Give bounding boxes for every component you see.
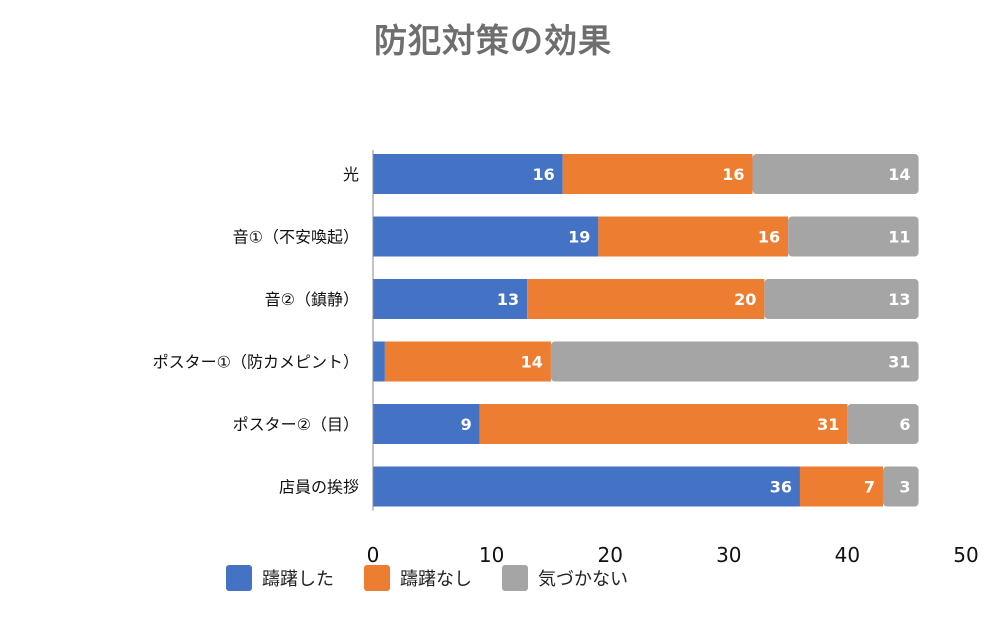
legend-swatch bbox=[226, 565, 252, 591]
data-label: 9 bbox=[461, 415, 472, 434]
legend-item-unnoticed: 気づかない bbox=[502, 565, 628, 591]
bar-segment bbox=[799, 466, 883, 507]
category-label: ポスター②（目） bbox=[233, 415, 359, 434]
data-label: 11 bbox=[888, 228, 910, 247]
category-label: 音②（鎮静） bbox=[265, 290, 359, 309]
category-label: 音①（不安喚起） bbox=[233, 228, 359, 247]
bar-segment bbox=[847, 404, 919, 444]
bar-segment bbox=[373, 341, 385, 382]
data-label: 19 bbox=[568, 228, 590, 247]
legend: 躊躇した 躊躇なし 気づかない bbox=[226, 562, 658, 594]
legend-label: 躊躇した bbox=[262, 569, 334, 590]
bar-segment bbox=[479, 404, 848, 444]
bar-segment bbox=[550, 341, 919, 382]
bar-segment bbox=[373, 404, 480, 444]
x-tick-label: 10 bbox=[479, 543, 504, 567]
data-label: 3 bbox=[899, 478, 910, 497]
data-label: 13 bbox=[888, 290, 910, 309]
data-label: 6 bbox=[899, 415, 910, 434]
x-tick-label: 30 bbox=[716, 543, 741, 567]
data-label: 16 bbox=[758, 228, 780, 247]
legend-item-hesitated: 躊躇した bbox=[226, 565, 334, 591]
data-label: 13 bbox=[497, 290, 519, 309]
bar-segment bbox=[373, 216, 599, 257]
category-label: 店員の挨拶 bbox=[279, 478, 359, 497]
bar-segment bbox=[598, 216, 789, 257]
bar-segment bbox=[373, 466, 800, 507]
legend-label: 躊躇なし bbox=[400, 569, 472, 590]
legend-swatch bbox=[364, 565, 390, 591]
data-label: 31 bbox=[817, 415, 839, 434]
bar-segment bbox=[373, 279, 528, 319]
category-label: 光 bbox=[343, 165, 359, 184]
bar-segment bbox=[527, 279, 765, 319]
data-label: 36 bbox=[770, 478, 792, 497]
data-label: 20 bbox=[734, 290, 756, 309]
legend-swatch bbox=[502, 565, 528, 591]
data-label: 16 bbox=[722, 165, 744, 184]
legend-item-no-hesitation: 躊躇なし bbox=[364, 565, 472, 591]
bar-segment bbox=[882, 466, 919, 507]
bar-segment bbox=[752, 154, 919, 194]
data-label: 16 bbox=[532, 165, 554, 184]
bar-segment bbox=[788, 216, 919, 257]
bar-segment bbox=[373, 154, 563, 194]
x-tick-label: 0 bbox=[367, 543, 380, 567]
bar-segment bbox=[764, 279, 919, 319]
legend-label: 気づかない bbox=[538, 569, 628, 590]
data-label: 14 bbox=[521, 353, 543, 372]
data-label: 31 bbox=[888, 353, 910, 372]
bar-segment bbox=[384, 341, 551, 382]
chart-title: 防犯対策の効果 bbox=[374, 21, 612, 60]
x-tick-label: 50 bbox=[953, 543, 978, 567]
data-label: 14 bbox=[888, 165, 910, 184]
bar-segment bbox=[562, 154, 753, 194]
data-label: 7 bbox=[864, 478, 875, 497]
x-tick-label: 20 bbox=[597, 543, 622, 567]
x-tick-label: 40 bbox=[835, 543, 860, 567]
category-label: ポスター①（防カメピント） bbox=[153, 353, 359, 372]
